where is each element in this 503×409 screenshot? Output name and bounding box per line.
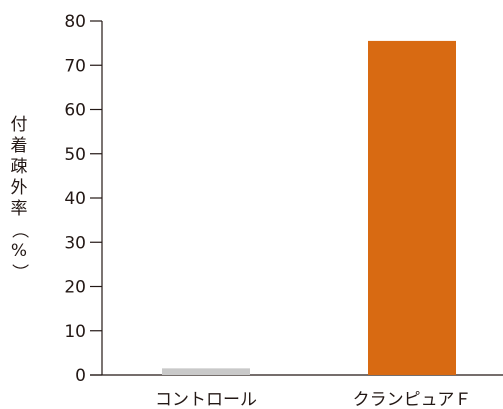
y-tick-label: 70 bbox=[64, 56, 86, 76]
y-tick-label: 80 bbox=[64, 12, 86, 32]
category-label: コントロール bbox=[155, 390, 257, 409]
y-axis-label-char: 率 bbox=[11, 199, 28, 219]
y-tick-label: 0 bbox=[75, 366, 86, 386]
y-tick-label: 10 bbox=[64, 322, 86, 342]
category-label: クランピュアＦ bbox=[353, 390, 472, 409]
y-axis-label-char: ） bbox=[9, 264, 29, 281]
bar-1 bbox=[162, 368, 250, 375]
y-tick-label: 50 bbox=[64, 145, 86, 165]
y-axis-label-char: 付 bbox=[11, 115, 28, 135]
y-axis-label-char: 着 bbox=[11, 136, 28, 156]
y-axis-label-char: 外 bbox=[11, 178, 28, 198]
y-tick-label: 60 bbox=[64, 101, 86, 121]
bar-2 bbox=[368, 40, 456, 375]
y-axis-label-char: 疎 bbox=[11, 157, 28, 177]
y-axis-label-char: % bbox=[11, 241, 27, 261]
y-tick-label: 40 bbox=[64, 189, 86, 209]
y-tick-label: 30 bbox=[64, 233, 86, 253]
category-labels: コントロール クランピュアＦ bbox=[155, 390, 471, 409]
y-tick-label: 20 bbox=[64, 278, 86, 298]
y-axis: 0 10 20 30 40 50 60 70 80 bbox=[64, 12, 103, 386]
y-axis-label-char: （ bbox=[9, 222, 29, 239]
bars bbox=[162, 40, 456, 375]
